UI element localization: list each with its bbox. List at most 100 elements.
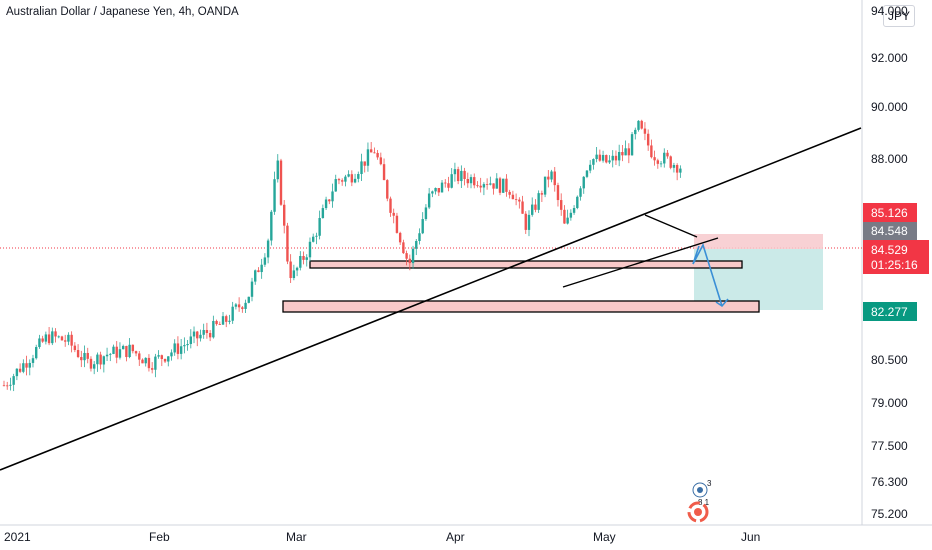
candle-body bbox=[527, 214, 531, 230]
candle-body bbox=[563, 209, 566, 224]
candle-body bbox=[112, 346, 115, 354]
candle-body bbox=[469, 177, 473, 184]
candle-body bbox=[498, 178, 502, 193]
candle-body bbox=[398, 232, 402, 243]
candle-body bbox=[427, 193, 431, 208]
candle-body bbox=[125, 345, 128, 358]
candle-body bbox=[89, 358, 93, 369]
candle-body bbox=[576, 196, 579, 209]
x-tick-label: 2021 bbox=[4, 530, 31, 544]
candle-body bbox=[234, 304, 238, 307]
pattern-lower-line[interactable] bbox=[562, 237, 719, 288]
candle-body bbox=[231, 306, 234, 321]
candle-body bbox=[15, 368, 19, 377]
candle-body bbox=[679, 168, 682, 173]
candle-body bbox=[373, 152, 376, 154]
candle-body bbox=[160, 355, 164, 359]
svg-text:3: 3 bbox=[707, 479, 712, 488]
candle-body bbox=[627, 148, 631, 156]
candle-body bbox=[630, 134, 634, 156]
projection-arrow[interactable] bbox=[692, 242, 723, 307]
candle-body bbox=[315, 235, 318, 237]
candle-body bbox=[260, 264, 263, 273]
candle-body bbox=[60, 336, 64, 341]
candle-body bbox=[553, 171, 556, 186]
candle-body bbox=[186, 344, 189, 346]
candle-body bbox=[617, 152, 621, 161]
candle-body bbox=[463, 170, 466, 179]
currency-button[interactable]: JPY bbox=[883, 5, 915, 27]
candle-body bbox=[389, 198, 392, 213]
candle-body bbox=[431, 191, 434, 194]
candle-body bbox=[70, 334, 73, 346]
candle-body bbox=[150, 368, 154, 370]
y-tick-label: 76.300 bbox=[871, 475, 908, 489]
candle-body bbox=[421, 219, 424, 234]
price-badge-text: 85.126 bbox=[871, 206, 908, 220]
candle-body bbox=[518, 199, 521, 202]
candle-body bbox=[80, 357, 83, 361]
candle-body bbox=[543, 176, 547, 195]
support-zone-upper[interactable] bbox=[309, 260, 743, 269]
candle-body bbox=[460, 170, 463, 182]
candle-body bbox=[505, 178, 508, 192]
candle-body bbox=[550, 171, 553, 180]
candle-body bbox=[559, 200, 563, 210]
stop-loss-zone[interactable] bbox=[694, 234, 823, 249]
candle-body bbox=[595, 154, 598, 160]
news-event-icon[interactable] bbox=[687, 501, 709, 523]
candle-body bbox=[176, 343, 180, 354]
candle-body bbox=[379, 157, 383, 165]
take-profit-zone[interactable] bbox=[694, 249, 823, 310]
candle-body bbox=[666, 152, 669, 157]
support-zone-lower[interactable] bbox=[282, 300, 760, 313]
candle-body bbox=[134, 351, 138, 354]
candle-body bbox=[154, 356, 157, 370]
candle-body bbox=[305, 257, 308, 260]
candle-body bbox=[221, 316, 225, 325]
candle-body bbox=[321, 208, 325, 219]
candle-body bbox=[273, 179, 276, 212]
candle-body bbox=[270, 211, 273, 241]
candle-body bbox=[67, 334, 70, 342]
candle-body bbox=[382, 164, 386, 181]
candle-body bbox=[508, 191, 511, 195]
ascending-trendline[interactable] bbox=[0, 127, 862, 471]
candle-body bbox=[218, 324, 221, 325]
candle-body bbox=[6, 385, 9, 387]
candle-body bbox=[521, 201, 524, 214]
candle-body bbox=[109, 353, 112, 355]
candle-body bbox=[138, 353, 141, 360]
price-badge-target: 82.277 bbox=[863, 302, 917, 321]
candle-body bbox=[279, 160, 283, 205]
candle-body bbox=[12, 376, 15, 385]
candle-body bbox=[395, 215, 399, 233]
candle-body bbox=[511, 194, 515, 200]
candle-body bbox=[331, 191, 334, 202]
candle-body bbox=[208, 333, 212, 338]
y-tick-label: 90.000 bbox=[871, 100, 908, 114]
candle-body bbox=[340, 180, 344, 182]
pattern-upper-line[interactable] bbox=[644, 214, 698, 238]
candle-body bbox=[76, 350, 80, 358]
candle-body bbox=[118, 349, 122, 358]
candle-body bbox=[337, 179, 341, 181]
candle-body bbox=[311, 236, 315, 242]
candle-body bbox=[25, 363, 28, 368]
earnings-event-icon[interactable]: 3 8 1 bbox=[692, 479, 712, 507]
candle-body bbox=[289, 261, 292, 279]
candle-body bbox=[592, 159, 595, 165]
candle-body bbox=[96, 354, 99, 365]
candle-body bbox=[254, 270, 257, 282]
candle-body bbox=[537, 193, 540, 210]
candle-body bbox=[659, 163, 663, 165]
candle-body bbox=[237, 304, 241, 308]
candle-body bbox=[347, 174, 350, 177]
candle-body bbox=[547, 176, 550, 180]
countdown-timer: 01:25:16 bbox=[871, 258, 918, 272]
candle-body bbox=[257, 270, 260, 273]
y-tick-label: 75.200 bbox=[871, 507, 908, 521]
candle-body bbox=[444, 182, 447, 184]
candle-body bbox=[334, 179, 337, 192]
